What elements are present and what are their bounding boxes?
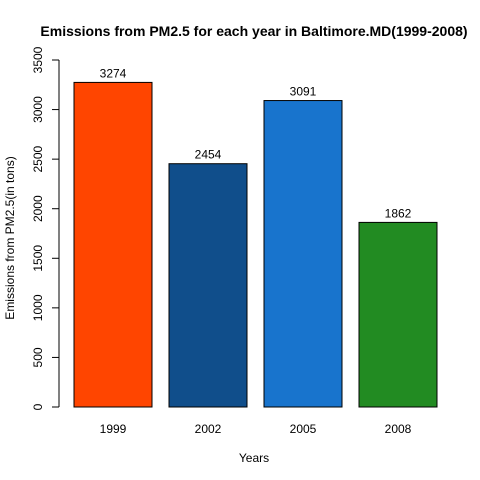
y-axis-label: Emissions from PM2.5(in tons) [3,156,17,319]
bar [74,82,152,407]
bar-value-label: 2454 [195,148,222,162]
y-tick-label: 3000 [31,96,45,123]
x-axis-label: Years [239,451,269,465]
bar-value-label: 3274 [100,66,127,80]
x-tick-label: 1999 [100,422,127,436]
x-tick-label: 2005 [290,422,317,436]
x-tick-label: 2008 [385,422,412,436]
bar [169,164,247,407]
y-tick-label: 1500 [31,245,45,272]
y-tick-label: 1000 [31,294,45,321]
y-tick-label: 2500 [31,145,45,172]
x-tick-label: 2002 [195,422,222,436]
chart-title: Emissions from PM2.5 for each year in Ba… [40,23,467,39]
y-tick-label: 0 [31,403,45,410]
bar [264,101,342,407]
plot-area: 0 500 1000 1500 2000 2500 3000 3500 3274 1999 2454… [31,46,437,436]
y-tick-label: 500 [31,347,45,367]
bar-value-label: 1862 [385,206,412,220]
bar-value-label: 3091 [290,85,317,99]
bar [359,222,437,407]
y-tick-label: 3500 [31,46,45,73]
y-tick-label: 2000 [31,195,45,222]
